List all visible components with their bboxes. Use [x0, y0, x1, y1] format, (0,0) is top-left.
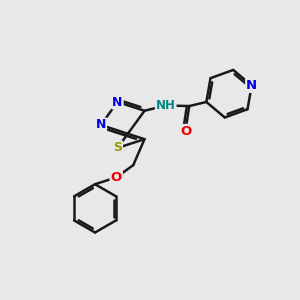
- Text: N: N: [96, 118, 106, 131]
- Text: N: N: [246, 79, 257, 92]
- Text: S: S: [113, 141, 122, 154]
- Text: O: O: [180, 125, 191, 138]
- Text: NH: NH: [156, 99, 176, 112]
- Text: N: N: [112, 95, 123, 109]
- Text: O: O: [111, 171, 122, 184]
